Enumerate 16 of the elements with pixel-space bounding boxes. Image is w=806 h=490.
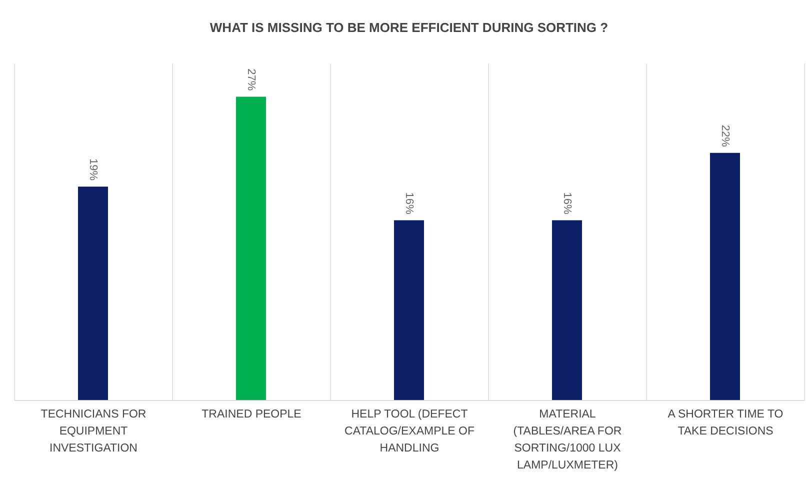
x-tick-label: HELP TOOL (DEFECT CATALOG/EXAMPLE OF HANDLING bbox=[344, 408, 474, 454]
data-label: 22% bbox=[719, 124, 731, 148]
data-label: 16% bbox=[403, 192, 415, 214]
bar bbox=[552, 220, 582, 400]
bar bbox=[236, 96, 266, 400]
data-label: 27% bbox=[245, 68, 257, 91]
x-tick-label: TECHNICIANS FOR EQUIPMENT INVESTIGATION bbox=[40, 408, 146, 454]
bar bbox=[394, 220, 424, 400]
x-tick-label: TRAINED PEOPLE bbox=[202, 408, 302, 420]
bar bbox=[710, 152, 740, 400]
x-tick-label: A SHORTER TIME TO TAKE DECISIONS bbox=[668, 408, 784, 438]
bar bbox=[78, 186, 108, 400]
chart-title: WHAT IS MISSING TO BE MORE EFFICIENT DURING SORTING ? bbox=[210, 20, 608, 35]
data-label: 16% bbox=[561, 192, 573, 214]
data-label: 19% bbox=[87, 158, 99, 181]
x-tick-label: MATERIAL (TABLES/AREA FOR SORTING/1000 LUX LAMP/LUXMETER) bbox=[513, 408, 622, 472]
